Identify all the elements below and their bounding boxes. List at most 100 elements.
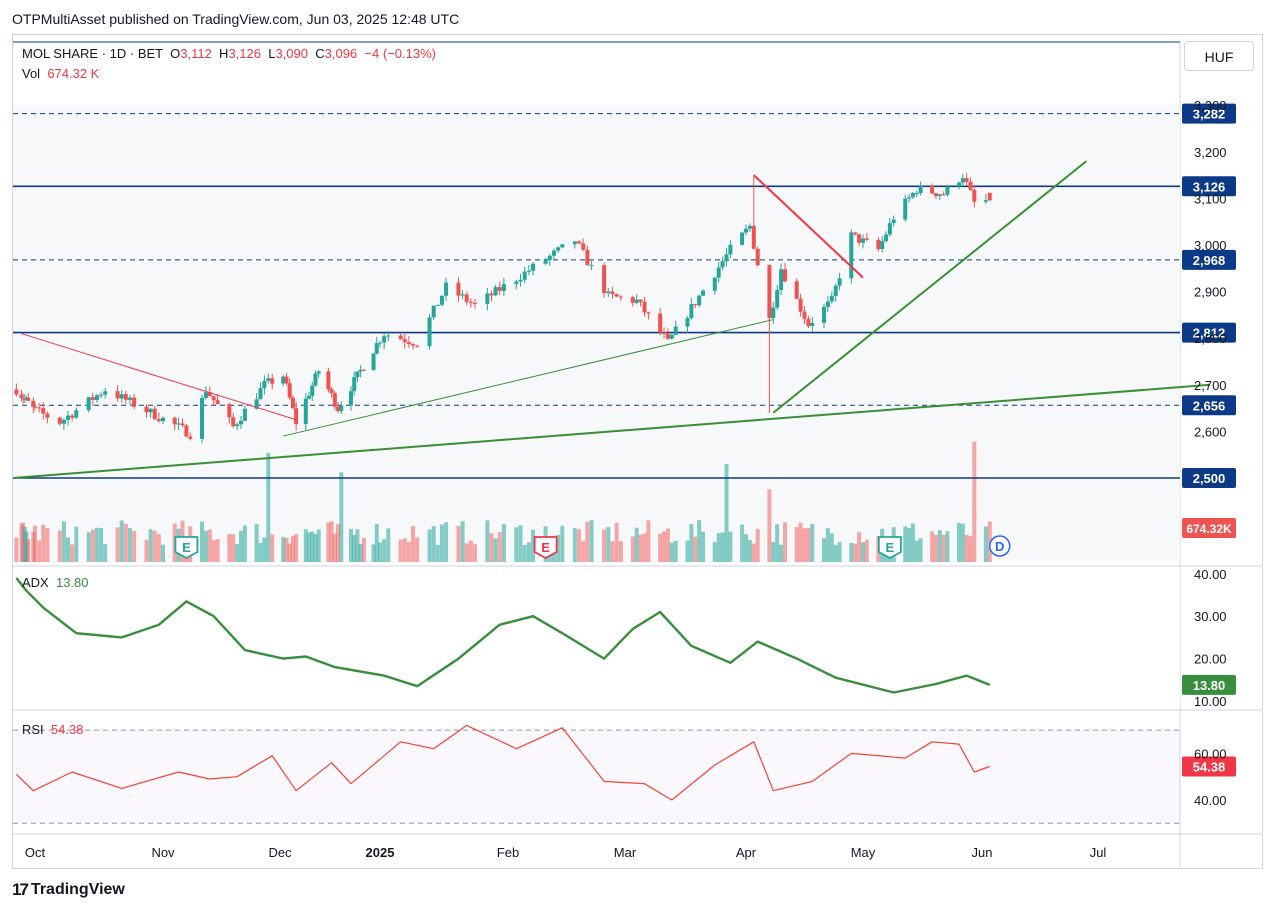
volume-bar[interactable] [66,537,71,562]
volume-bar[interactable] [119,520,124,562]
candle[interactable] [144,404,149,418]
candle[interactable] [270,373,275,390]
volume-bar[interactable] [861,542,865,562]
candle[interactable] [685,316,690,333]
candle[interactable] [310,381,315,401]
candle[interactable] [783,262,787,283]
candle[interactable] [14,383,19,397]
candle[interactable] [464,291,469,306]
volume-bar[interactable] [152,530,157,562]
candle[interactable] [227,402,232,424]
candle[interactable] [771,302,776,324]
volume-bar[interactable] [287,543,292,562]
candle[interactable] [485,287,490,311]
candle[interactable] [99,392,104,399]
volume-bar[interactable] [290,535,295,562]
candle[interactable] [646,311,651,320]
candle[interactable] [547,254,552,266]
candle[interactable] [242,405,247,422]
candle[interactable] [307,391,312,400]
candle[interactable] [406,336,411,348]
volume-bar[interactable] [747,539,752,562]
volume-bar[interactable] [235,544,240,562]
volume-bar[interactable] [227,533,232,562]
volume-bar[interactable] [26,539,31,562]
candle[interactable] [66,410,71,426]
volume-bar[interactable] [634,527,639,562]
candle[interactable] [983,193,988,204]
volume-bar[interactable] [501,524,506,562]
candle[interactable] [188,432,193,441]
volume-bar[interactable] [33,525,37,562]
volume-bar[interactable] [903,526,908,562]
volume-bar[interactable] [374,524,379,562]
candle[interactable] [119,390,124,403]
candle[interactable] [634,294,639,305]
candle[interactable] [837,272,842,290]
volume-bar[interactable] [99,528,104,562]
volume-bar[interactable] [415,537,420,562]
candle[interactable] [884,231,889,243]
candle[interactable] [669,333,674,340]
candle[interactable] [673,320,678,336]
volume-bar[interactable] [239,530,243,562]
candle[interactable] [720,256,725,270]
candle[interactable] [19,389,24,402]
volume-bar[interactable] [910,523,915,562]
volume-bar[interactable] [751,543,756,562]
candle[interactable] [161,416,165,425]
event-marker-earnings-negative[interactable]: E [533,536,558,560]
volume-bar[interactable] [610,541,615,562]
volume-bar[interactable] [518,525,523,562]
candle[interactable] [41,402,46,420]
volume-bar[interactable] [779,544,784,562]
volume-bar[interactable] [294,534,299,562]
candle[interactable] [57,416,62,426]
volume-bar[interactable] [332,533,337,562]
volume-bar[interactable] [355,529,360,562]
volume-bar[interactable] [930,531,935,562]
volume-bar[interactable] [572,528,577,562]
volume-bar[interactable] [307,532,312,562]
candle[interactable] [572,241,577,249]
volume-bar[interactable] [94,527,99,562]
volume-bar[interactable] [849,542,854,562]
candle[interactable] [382,333,387,350]
volume-bar[interactable] [156,534,161,562]
candle[interactable] [798,293,803,317]
candle[interactable] [642,296,647,317]
candle[interactable] [779,263,784,296]
candle[interactable] [526,265,531,276]
candle[interactable] [861,234,865,249]
candle[interactable] [123,390,128,405]
volume-bar[interactable] [90,529,95,562]
candle[interactable] [589,261,594,271]
volume-bar[interactable] [531,529,536,562]
candle[interactable] [472,298,477,309]
candle[interactable] [411,342,416,350]
volume-bar[interactable] [810,524,815,562]
candle[interactable] [658,308,663,336]
candle[interactable] [610,287,615,299]
volume-bar[interactable] [207,529,212,562]
candle[interactable] [402,333,407,349]
volume-bar[interactable] [456,525,461,562]
volume-bar[interactable] [918,538,923,562]
candle[interactable] [290,394,295,410]
volume-bar[interactable] [964,534,969,562]
candle[interactable] [960,174,965,187]
candle[interactable] [880,236,885,253]
candle[interactable] [37,402,42,413]
trendline-green[interactable] [283,319,774,437]
volume-bar[interactable] [431,526,436,562]
candle[interactable] [945,184,950,197]
volume-bar[interactable] [618,541,623,562]
candle[interactable] [326,367,331,393]
volume-bar[interactable] [200,521,204,562]
volume-bar[interactable] [352,535,357,562]
candle[interactable] [910,191,915,199]
volume-bar[interactable] [802,528,807,562]
candle[interactable] [156,412,161,423]
candle[interactable] [630,295,635,307]
candle[interactable] [716,262,721,283]
